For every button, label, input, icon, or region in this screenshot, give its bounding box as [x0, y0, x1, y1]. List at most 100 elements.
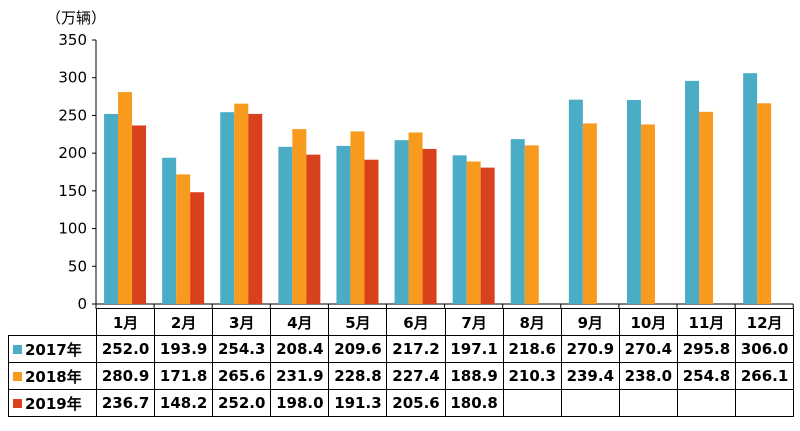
data-cell: 236.7 [95, 389, 156, 417]
bar-2019年-4月 [306, 154, 321, 304]
y-tick-label: 350 [58, 31, 87, 49]
data-cell: 191.3 [328, 389, 388, 417]
bar-2018年-2月 [176, 174, 191, 304]
data-cell: 254.3 [212, 335, 272, 363]
category-label: 11月 [676, 308, 737, 336]
data-cell: 231.9 [270, 362, 330, 390]
category-label: 3月 [212, 308, 272, 336]
data-cell: 252.0 [95, 335, 156, 363]
data-cell: 266.1 [735, 362, 795, 390]
bar-2018年-1月 [118, 92, 133, 304]
data-cell: 252.0 [212, 389, 272, 417]
y-tick-label: 50 [68, 257, 87, 275]
category-label: 1月 [95, 308, 156, 336]
y-tick-label: 150 [58, 182, 87, 200]
y-axis-unit-label: （万辆） [46, 9, 106, 27]
bar-2017年-12月 [743, 73, 758, 304]
bar-2018年-4月 [292, 129, 307, 304]
data-cell [676, 389, 737, 417]
data-cell [502, 389, 562, 417]
legend-swatch [13, 344, 22, 354]
bar-2018年-5月 [350, 131, 365, 304]
bar-2018年-10月 [640, 124, 655, 304]
data-cell [560, 389, 620, 417]
data-cell: 197.1 [444, 335, 504, 363]
category-label: 8月 [502, 308, 562, 336]
legend-entry: 2018年 [8, 362, 97, 390]
legend-entry: 2017年 [8, 335, 97, 363]
category-label: 7月 [444, 308, 504, 336]
data-table-corner [8, 308, 97, 336]
bar-2019年-6月 [422, 148, 437, 304]
data-cell: 148.2 [154, 389, 214, 417]
y-tick-label: 300 [58, 69, 87, 87]
bar-2017年-9月 [568, 99, 583, 304]
y-tick-label: 0 [77, 295, 87, 313]
data-cell: 238.0 [618, 362, 678, 390]
bar-2018年-7月 [466, 161, 481, 304]
data-cell: 265.6 [212, 362, 272, 390]
bar-2017年-7月 [452, 155, 467, 304]
bar-2019年-2月 [190, 192, 205, 304]
data-cell: 217.2 [386, 335, 446, 363]
bar-2017年-4月 [278, 146, 293, 304]
data-cell: 188.9 [444, 362, 504, 390]
y-tick-label: 200 [58, 144, 87, 162]
bar-2017年-3月 [220, 112, 235, 304]
data-cell: 306.0 [735, 335, 795, 363]
data-cell: 239.4 [560, 362, 620, 390]
bar-2019年-5月 [364, 159, 379, 304]
bar-2017年-5月 [336, 145, 351, 304]
bar-2018年-9月 [582, 123, 597, 304]
data-table-row: 2017年 252.0 193.9 254.3 208.4 209.6 217.2 197.1… [8, 335, 795, 363]
data-cell: 180.8 [444, 389, 504, 417]
bar-2018年-8月 [524, 145, 539, 304]
bar-2019年-1月 [132, 125, 147, 304]
legend-entry: 2019年 [8, 389, 97, 417]
data-table-row: 2018年 280.9 171.8 265.6 231.9 228.8 227.4 188.9… [8, 362, 795, 390]
category-label: 6月 [386, 308, 446, 336]
category-label: 12月 [735, 308, 795, 336]
data-cell: 208.4 [270, 335, 330, 363]
data-cell [735, 389, 795, 417]
data-cell: 254.8 [676, 362, 737, 390]
data-table: 1月 2月 3月 4月 5月 6月 7月 8月 9月 10月 11月 12月 2017年 252.0 19… [8, 308, 795, 417]
bar-2017年-6月 [394, 140, 409, 304]
legend-label: 2018年 [25, 367, 82, 386]
data-table-row: 2019年 236.7 148.2 252.0 198.0 191.3 205.6 180.8 [8, 389, 795, 417]
bar-2018年-6月 [408, 132, 423, 304]
bar-2018年-11月 [699, 111, 714, 304]
legend-label: 2019年 [25, 394, 82, 413]
bar-2018年-12月 [757, 103, 772, 304]
bar-2017年-8月 [510, 139, 525, 304]
category-label: 9月 [560, 308, 620, 336]
data-cell [618, 389, 678, 417]
legend-label: 2017年 [25, 340, 82, 359]
category-label: 2月 [154, 308, 214, 336]
data-cell: 205.6 [386, 389, 446, 417]
bar-2019年-3月 [248, 113, 263, 304]
bar-2019年-7月 [480, 167, 495, 304]
data-cell: 209.6 [328, 335, 388, 363]
y-tick-label: 250 [58, 106, 87, 124]
legend-swatch [13, 398, 22, 408]
legend-swatch [13, 371, 22, 381]
category-label: 10月 [618, 308, 678, 336]
data-cell: 228.8 [328, 362, 388, 390]
bar-2017年-2月 [162, 157, 177, 304]
bar-2017年-11月 [685, 80, 700, 304]
y-tick-label: 100 [58, 220, 87, 238]
bar-2017年-1月 [104, 113, 119, 304]
data-cell: 270.4 [618, 335, 678, 363]
category-label: 5月 [328, 308, 388, 336]
data-cell: 198.0 [270, 389, 330, 417]
data-cell: 280.9 [95, 362, 156, 390]
bar-series-group [104, 73, 772, 305]
y-axis: 0 50 100 150 200 250 300 350 [58, 31, 794, 313]
data-cell: 227.4 [386, 362, 446, 390]
category-label: 4月 [270, 308, 330, 336]
data-cell: 218.6 [502, 335, 562, 363]
bar-2017年-10月 [626, 100, 641, 305]
data-table-header-row: 1月 2月 3月 4月 5月 6月 7月 8月 9月 10月 11月 12月 [8, 308, 795, 336]
